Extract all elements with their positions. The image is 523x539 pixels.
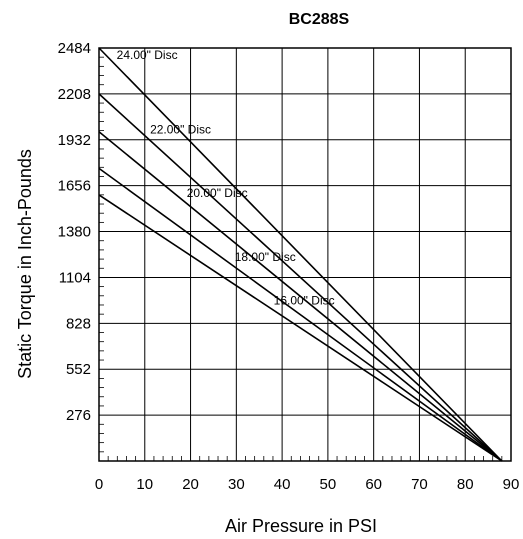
- series-labels: 24.00" Disc 22.00" Disc 20.00" Disc 18.00" …: [117, 48, 335, 307]
- y-tick-label: 1104: [59, 269, 91, 286]
- x-axis-label: Air Pressure in PSI: [225, 516, 377, 536]
- y-tick-label: 2484: [58, 40, 91, 57]
- y-tick-label: 1380: [58, 224, 91, 241]
- y-tick-label: 276: [66, 407, 91, 424]
- x-tick-label: 70: [411, 476, 428, 493]
- y-tick-label: 1656: [58, 178, 91, 195]
- x-tick-label: 60: [365, 476, 382, 493]
- series-label-2: 20.00" Disc: [187, 186, 248, 200]
- y-tick-label: 1932: [58, 132, 91, 149]
- chart-title: BC288S: [289, 11, 350, 28]
- minor-ticks: [99, 56, 503, 461]
- y-tick-label: 2208: [58, 86, 91, 103]
- series-line-1: [98, 93, 503, 462]
- series-lines: [98, 47, 503, 462]
- x-tick-label: 40: [274, 476, 291, 493]
- series-line-3: [98, 167, 503, 462]
- plot-frame: [98, 47, 512, 462]
- series-label-4: 16.00" Disc: [274, 293, 335, 307]
- x-tick-label: 80: [457, 476, 474, 493]
- x-tick-label: 50: [320, 476, 337, 493]
- x-tick-labels: 0 10 20 30 40 50 60 70 80 90: [95, 476, 520, 493]
- series-line-4: [98, 194, 503, 462]
- x-tick-label: 0: [95, 476, 103, 493]
- series-label-0: 24.00" Disc: [117, 48, 178, 62]
- y-axis-label: Static Torque in Inch-Pounds: [15, 149, 35, 379]
- y-tick-labels: 276 552 828 1104 1380 1656 1932 2208 2484: [58, 40, 91, 424]
- x-tick-label: 10: [136, 476, 153, 493]
- y-tick-label: 828: [66, 315, 91, 332]
- y-tick-label: 552: [66, 361, 91, 378]
- x-tick-label: 20: [182, 476, 199, 493]
- series-line-2: [98, 131, 503, 462]
- grid-lines: [99, 48, 511, 461]
- series-label-1: 22.00" Disc: [150, 123, 211, 137]
- series-label-3: 18.00" Disc: [235, 250, 296, 264]
- x-tick-label: 90: [503, 476, 520, 493]
- x-tick-label: 30: [228, 476, 245, 493]
- series-line-0: [98, 47, 503, 462]
